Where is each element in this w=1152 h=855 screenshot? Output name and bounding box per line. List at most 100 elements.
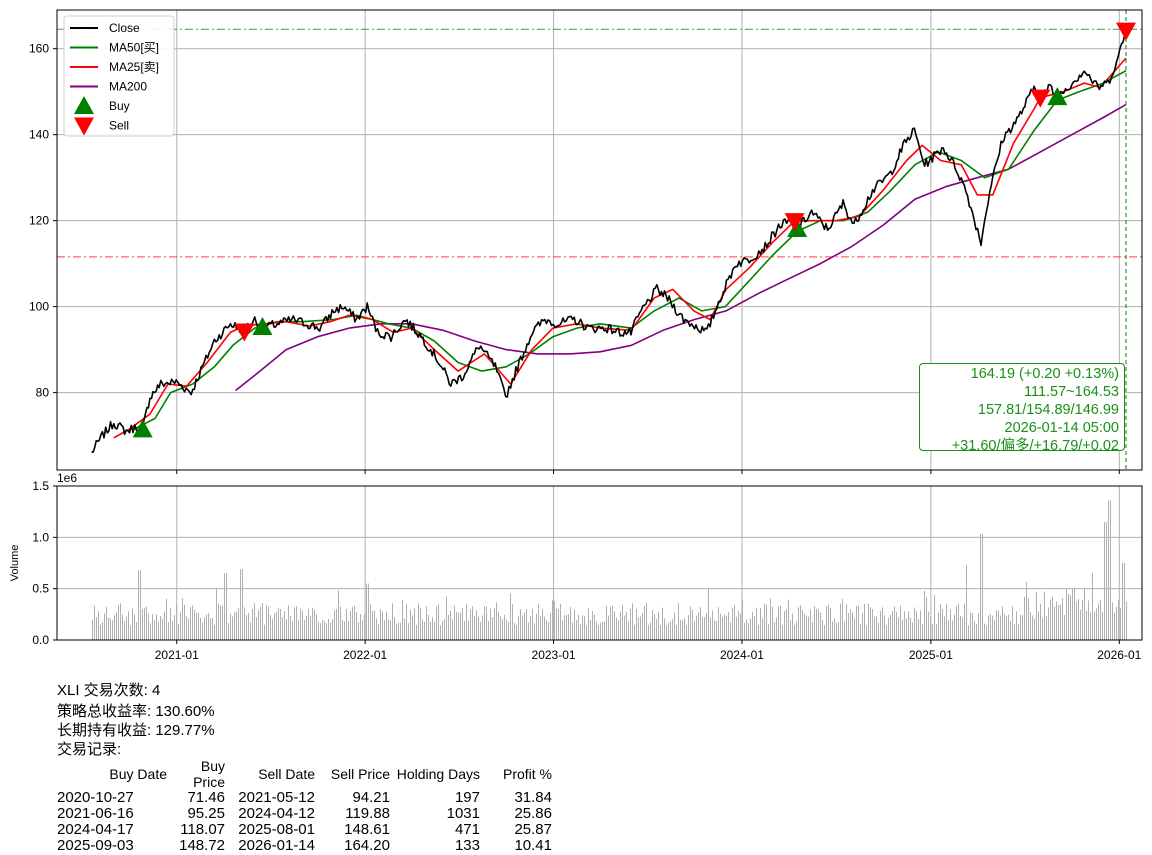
volume-bar [520, 609, 521, 640]
volume-bar [302, 610, 303, 640]
volume-bar [706, 613, 707, 640]
volume-bar [488, 621, 489, 640]
legend-buy-marker [74, 96, 94, 114]
volume-bar [126, 616, 127, 640]
trade-count: XLI 交易次数: 4 [57, 682, 161, 699]
volume-bar [974, 621, 975, 640]
volume-bar [666, 625, 667, 640]
volume-bar [568, 614, 569, 640]
volume-bar [1050, 599, 1051, 640]
series-line-ma50 [133, 69, 1127, 430]
buy-marker [1047, 87, 1068, 106]
volume-bar [274, 613, 275, 640]
volume-bar [142, 608, 143, 640]
volume-bar [412, 615, 413, 640]
volume-bar [534, 623, 535, 640]
volume-bar [590, 620, 591, 640]
volume-bar [324, 621, 325, 640]
price-panel: 80 100 120 140 160 Close MA50[买] MA25[卖] MA200 B… [29, 9, 1143, 474]
volume-bar [524, 612, 525, 640]
volume-bar [558, 609, 559, 640]
buy-marker [252, 317, 273, 336]
volume-bar [820, 612, 821, 640]
cell-sell-date: 2024-04-12 [238, 805, 315, 822]
volume-bar [1016, 611, 1017, 640]
volume-y-ticks: 0.0 0.5 1.0 1.5 1e6 Volume [9, 471, 77, 647]
volume-bar [1120, 608, 1121, 640]
volume-bar [686, 625, 687, 640]
volume-bar [536, 613, 537, 640]
volume-bar [220, 605, 221, 640]
volume-bar [790, 620, 791, 640]
volume-bar [538, 603, 539, 640]
cell-sell-price: 148.61 [344, 821, 390, 838]
volume-bar [816, 608, 817, 640]
volume-bar [486, 606, 487, 640]
volume-bar [676, 625, 677, 640]
volume-bar [970, 612, 971, 640]
volume-bar [746, 619, 747, 640]
volume-bar [620, 611, 621, 640]
volume-bar [298, 619, 299, 640]
volume-bar [192, 605, 193, 640]
volume-bar [976, 623, 977, 640]
volume-bar [752, 612, 753, 640]
volume-bar [434, 622, 435, 640]
volume-bar [228, 623, 229, 640]
volume-bar [258, 610, 259, 640]
volume-bar [946, 604, 947, 640]
volume-bar [690, 606, 691, 640]
volume-bar [622, 604, 623, 640]
volume-bar [920, 610, 921, 640]
y-tick-label: 100 [29, 300, 49, 314]
volume-bar [978, 613, 979, 640]
sell-marker [1115, 22, 1136, 41]
volume-bar [1106, 521, 1107, 640]
x-tick-label: 2023-01 [532, 648, 576, 662]
volume-bar [554, 601, 555, 640]
volume-bar [236, 611, 237, 640]
legend-label: Close [109, 21, 140, 35]
volume-bar [398, 622, 399, 640]
volume-bar [530, 615, 531, 640]
volume-bar [770, 598, 771, 640]
volume-bar [548, 622, 549, 640]
volume-bar [626, 611, 627, 640]
volume-bar [954, 614, 955, 640]
volume-bar [396, 623, 397, 640]
volume-bar [418, 603, 419, 640]
volume-bar [346, 608, 347, 640]
volume-bar [500, 616, 501, 640]
volume-bar [840, 603, 841, 640]
volume-bar [806, 615, 807, 640]
volume-bar [550, 613, 551, 640]
cell-sell-price: 94.21 [352, 789, 390, 806]
volume-bar [286, 619, 287, 640]
col-sell-date: Sell Date [258, 766, 315, 782]
table-row: 2024-04-17 118.07 2025-08-01 148.61 471 … [57, 822, 552, 838]
volume-bar [352, 607, 353, 640]
volume-bar [250, 622, 251, 640]
volume-bar [1070, 595, 1071, 640]
volume-bar [196, 612, 197, 640]
volume-bar [484, 606, 485, 640]
volume-bar [386, 611, 387, 640]
volume-bar [1080, 609, 1081, 640]
volume-bar [938, 612, 939, 640]
volume-bar [476, 610, 477, 640]
volume-bar [838, 621, 839, 640]
legend-sell-marker [74, 117, 94, 136]
volume-bar [240, 569, 241, 640]
volume-bar [1060, 604, 1061, 640]
volume-bar [266, 605, 267, 640]
volume-bar [540, 616, 541, 640]
volume-bar [416, 624, 417, 640]
volume-bar [448, 614, 449, 640]
volume-bar [1090, 612, 1091, 640]
volume-bar [1098, 603, 1099, 640]
cell-sell-date: 2021-05-12 [238, 789, 315, 806]
volume-bar [918, 619, 919, 640]
volume-bar [638, 617, 639, 640]
volume-bar [444, 619, 445, 640]
volume-bar [130, 625, 131, 640]
